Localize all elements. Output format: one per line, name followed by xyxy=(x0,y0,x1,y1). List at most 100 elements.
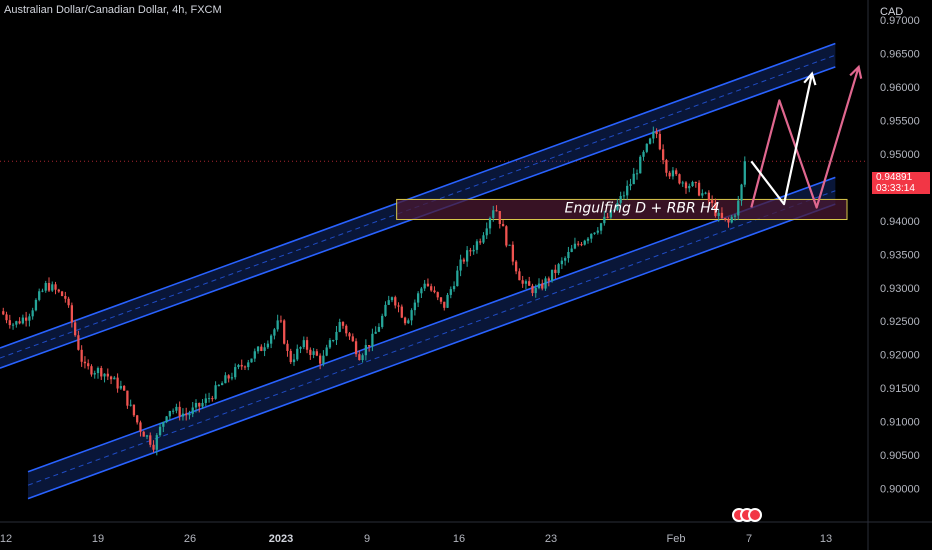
candle-body xyxy=(171,410,175,412)
candle-body xyxy=(302,340,305,348)
candle-body xyxy=(436,292,439,298)
candle-body xyxy=(482,235,485,243)
x-tick-label: 13 xyxy=(820,533,832,545)
candle-body xyxy=(694,182,697,184)
candle-body xyxy=(8,320,11,326)
candle-body xyxy=(80,349,83,362)
candle-body xyxy=(162,422,165,427)
event-flags[interactable] xyxy=(732,508,762,527)
candle-body xyxy=(198,402,201,407)
y-tick-label: 0.91500 xyxy=(880,383,920,395)
candle-body xyxy=(18,321,21,324)
candle-body xyxy=(629,184,632,186)
x-tick-label: 7 xyxy=(746,533,752,545)
candle-body xyxy=(351,336,354,342)
demand-zone xyxy=(396,198,848,221)
candle-body xyxy=(639,156,642,174)
candle-body xyxy=(299,347,302,349)
candle-body xyxy=(554,269,557,274)
candle-body xyxy=(737,200,740,216)
candle-body xyxy=(413,302,417,311)
candle-body xyxy=(260,346,263,351)
y-tick-label: 0.96500 xyxy=(880,49,920,61)
candle-body xyxy=(590,233,593,239)
y-tick-label: 0.95500 xyxy=(880,115,920,127)
currency-label: CAD xyxy=(880,6,904,18)
candle-body xyxy=(106,373,109,377)
candle-body xyxy=(149,435,152,445)
candle-body xyxy=(279,320,283,322)
candle-body xyxy=(678,174,681,184)
candle-body xyxy=(83,361,87,364)
candle-body xyxy=(191,407,194,414)
candle-body xyxy=(136,415,139,423)
candle-body xyxy=(273,329,276,336)
candle-body xyxy=(733,215,737,217)
candle-body xyxy=(289,350,292,363)
candle-body xyxy=(312,351,315,355)
candle-body xyxy=(397,305,400,307)
candle-body xyxy=(586,238,590,241)
candle-body xyxy=(688,186,691,189)
candle-body xyxy=(717,212,720,216)
candle-body xyxy=(691,182,694,187)
y-tick-label: 0.90500 xyxy=(880,450,920,462)
candle-body xyxy=(367,345,371,347)
candle-body xyxy=(550,269,554,281)
candle-body xyxy=(430,286,433,291)
candle-body xyxy=(465,250,469,262)
candle-body xyxy=(472,249,475,252)
projection-arrow-pink xyxy=(750,66,860,209)
candle-body xyxy=(5,314,8,321)
candle-body xyxy=(266,343,270,348)
candle-body xyxy=(531,285,534,294)
candle-body xyxy=(93,373,96,375)
candle-body xyxy=(60,291,64,296)
candle-body xyxy=(433,290,436,293)
candle-body xyxy=(315,351,319,356)
candle-body xyxy=(207,398,211,400)
candle-body xyxy=(341,322,345,326)
channel-lower-band xyxy=(28,177,836,499)
candle-body xyxy=(286,343,289,351)
candle-body xyxy=(459,259,462,271)
candle-body xyxy=(743,161,746,185)
candle-body xyxy=(407,320,410,324)
candle-body xyxy=(129,404,132,406)
candle-body xyxy=(214,385,217,399)
candle-body xyxy=(488,217,492,229)
event-flag-icon[interactable] xyxy=(748,508,762,522)
candle-body xyxy=(139,422,142,432)
candle-body xyxy=(642,151,645,157)
candle-body xyxy=(185,413,188,416)
candle-body xyxy=(609,210,613,218)
candle-body xyxy=(514,261,518,272)
candle-body xyxy=(70,305,74,323)
candle-body xyxy=(201,402,204,407)
candle-body xyxy=(374,331,377,334)
candle-body xyxy=(243,366,247,368)
candle-body xyxy=(250,358,253,363)
y-tick-label: 0.92000 xyxy=(880,350,920,362)
candle-body xyxy=(309,349,312,355)
candle-body xyxy=(462,259,466,262)
candle-body xyxy=(400,306,403,318)
candle-body xyxy=(622,195,626,197)
candle-body xyxy=(710,200,714,203)
candle-body xyxy=(381,315,384,327)
symbol-title: Australian Dollar/Canadian Dollar, 4h, F… xyxy=(4,4,222,16)
candle-body xyxy=(668,172,671,177)
candle-body xyxy=(443,301,446,308)
candle-body xyxy=(54,284,57,290)
candle-body xyxy=(364,345,368,356)
candle-body xyxy=(541,283,544,289)
countdown-value: 03:33:14 xyxy=(876,183,915,194)
channel-upper-line xyxy=(0,42,836,349)
candle-body xyxy=(492,210,495,218)
candle-body xyxy=(534,287,537,294)
y-tick-label: 0.96000 xyxy=(880,82,920,94)
candle-body xyxy=(675,170,678,175)
candle-body xyxy=(740,184,743,201)
candle-body xyxy=(485,228,488,236)
